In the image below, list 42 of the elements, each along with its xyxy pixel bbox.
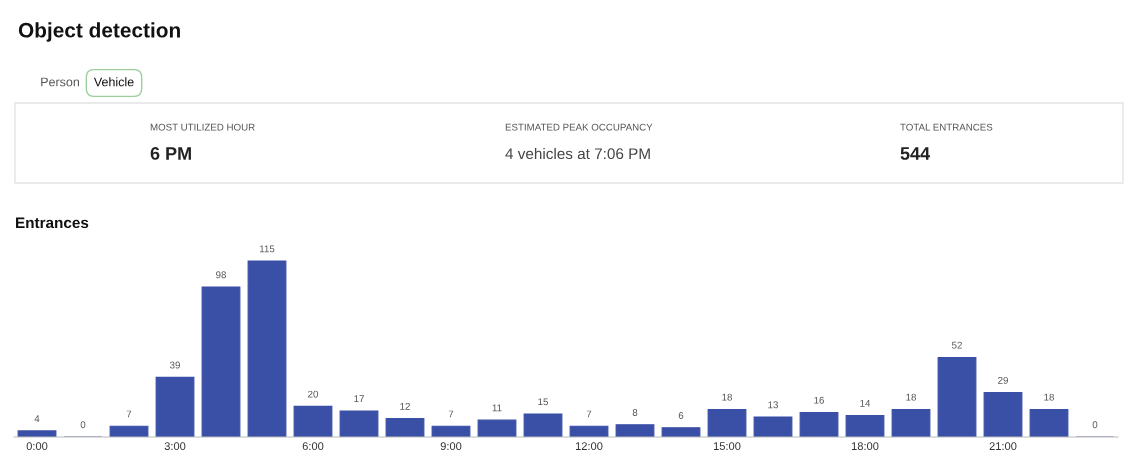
x-tick-label: 15:00 — [713, 442, 741, 451]
x-tick-label: 3:00 — [164, 442, 186, 451]
data-label: 39 — [169, 361, 180, 369]
text: ESTIMATED PEAK OCCUPANCY — [505, 123, 653, 131]
data-label: 11 — [492, 404, 502, 412]
x-tick-label: 18:00 — [851, 442, 879, 451]
x-tick-label: 6:00 — [302, 442, 324, 451]
data-label: 0 — [80, 421, 86, 429]
data-label: 15 — [538, 398, 548, 406]
data-label: 12 — [400, 402, 410, 410]
text: 6 PM — [150, 147, 191, 160]
x-tick-label: 9:00 — [440, 442, 462, 451]
text: MOST UTILIZED HOUR — [150, 123, 255, 131]
data-label: 7 — [586, 410, 592, 418]
data-label: 7 — [126, 410, 132, 418]
text: TOTAL ENTRANCES — [900, 123, 993, 131]
data-label: 0 — [1092, 421, 1098, 429]
text: 4 vehicles at 7:06 PM — [505, 147, 650, 160]
data-label: 4 — [34, 415, 40, 422]
data-label: 6 — [678, 412, 684, 419]
data-label: 17 — [354, 395, 364, 403]
text: Vehicle — [93, 77, 134, 87]
data-label: 18 — [722, 393, 732, 401]
data-label: 18 — [906, 393, 916, 401]
x-tick-label: 0:00 — [26, 442, 48, 451]
text: 544 — [900, 147, 931, 160]
text: Person — [41, 77, 79, 87]
chart-title: Object detection — [18, 22, 180, 42]
data-label: 14 — [860, 399, 871, 407]
data-label: 115 — [259, 245, 275, 253]
x-tick-label: 12:00 — [575, 442, 603, 451]
data-label: 98 — [216, 271, 226, 279]
data-label: 52 — [951, 341, 962, 349]
data-label: 20 — [308, 390, 319, 398]
data-label: 18 — [1044, 393, 1054, 401]
data-label: 13 — [768, 401, 778, 409]
data-label: 16 — [814, 396, 824, 404]
chart-subtitle: Entrances — [16, 217, 89, 229]
x-tick-label: 21:00 — [989, 442, 1017, 451]
data-label: 29 — [998, 376, 1008, 384]
data-label: 7 — [448, 410, 454, 418]
data-label: 8 — [632, 409, 638, 416]
